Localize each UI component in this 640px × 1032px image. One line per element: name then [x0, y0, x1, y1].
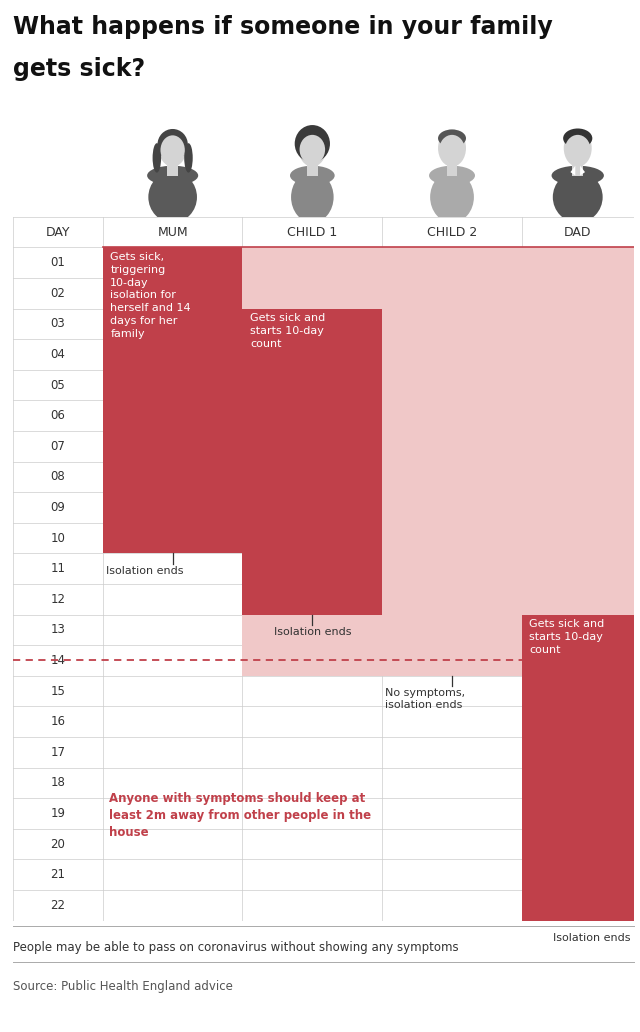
Bar — [307, 162, 318, 175]
Text: 06: 06 — [51, 409, 65, 422]
Bar — [447, 162, 458, 175]
Text: Gets sick and
starts 10-day
count: Gets sick and starts 10-day count — [529, 619, 605, 654]
Bar — [167, 162, 178, 175]
Text: 22: 22 — [51, 899, 65, 911]
Text: 10: 10 — [51, 531, 65, 545]
Ellipse shape — [563, 128, 593, 148]
Bar — [522, 248, 634, 676]
Ellipse shape — [553, 171, 603, 223]
Text: Gets sick,
triggering
10-day
isolation for
herself and 14
days for her
family: Gets sick, triggering 10-day isolation f… — [110, 252, 191, 338]
Text: Source: Public Health England advice: Source: Public Health England advice — [13, 980, 233, 994]
Text: 07: 07 — [51, 440, 65, 453]
Text: DAY: DAY — [45, 226, 70, 238]
Text: 05: 05 — [51, 379, 65, 391]
Text: 04: 04 — [51, 348, 65, 361]
Ellipse shape — [184, 143, 193, 172]
Text: B: B — [535, 995, 546, 1009]
Text: 12: 12 — [51, 592, 65, 606]
Text: 13: 13 — [51, 623, 65, 637]
Ellipse shape — [439, 135, 465, 164]
Text: 19: 19 — [51, 807, 65, 820]
Bar — [243, 309, 382, 614]
Text: Isolation ends: Isolation ends — [273, 626, 351, 637]
Bar — [522, 614, 634, 921]
Ellipse shape — [147, 166, 198, 186]
Ellipse shape — [152, 143, 161, 172]
Ellipse shape — [291, 171, 333, 223]
Text: MUM: MUM — [157, 226, 188, 238]
Ellipse shape — [564, 129, 592, 167]
Text: No symptoms,
isolation ends: No symptoms, isolation ends — [385, 688, 465, 710]
Bar — [243, 248, 382, 676]
Text: 11: 11 — [51, 562, 65, 575]
Text: Isolation ends: Isolation ends — [553, 933, 630, 943]
Text: Gets sick and
starts 10-day
count: Gets sick and starts 10-day count — [250, 313, 325, 349]
Text: 20: 20 — [51, 838, 65, 850]
Bar — [382, 248, 522, 676]
Ellipse shape — [430, 171, 474, 223]
Text: Anyone with symptoms should keep at
least 2m away from other people in the
house: Anyone with symptoms should keep at leas… — [109, 792, 371, 839]
Polygon shape — [570, 166, 575, 175]
Text: 21: 21 — [51, 868, 65, 881]
Ellipse shape — [298, 129, 326, 167]
Text: What happens if someone in your family: What happens if someone in your family — [13, 15, 552, 39]
Text: CHILD 1: CHILD 1 — [287, 226, 337, 238]
Ellipse shape — [161, 135, 185, 165]
Bar — [103, 248, 243, 553]
Ellipse shape — [438, 129, 466, 148]
Text: People may be able to pass on coronavirus without showing any symptoms: People may be able to pass on coronaviru… — [13, 941, 458, 955]
Ellipse shape — [300, 135, 325, 164]
Ellipse shape — [552, 166, 604, 186]
Text: CHILD 2: CHILD 2 — [427, 226, 477, 238]
Text: 09: 09 — [51, 501, 65, 514]
Text: gets sick?: gets sick? — [13, 57, 145, 80]
Text: C: C — [599, 995, 609, 1009]
Text: B: B — [567, 995, 578, 1009]
Bar — [572, 162, 583, 175]
Text: 03: 03 — [51, 317, 65, 330]
Ellipse shape — [157, 129, 188, 160]
Ellipse shape — [429, 166, 475, 186]
Ellipse shape — [565, 135, 591, 164]
Text: 15: 15 — [51, 684, 65, 698]
Text: DAD: DAD — [564, 226, 591, 238]
Text: 02: 02 — [51, 287, 65, 299]
Text: 01: 01 — [51, 256, 65, 269]
Ellipse shape — [148, 171, 197, 223]
Ellipse shape — [294, 125, 330, 162]
Text: 17: 17 — [51, 746, 65, 759]
Text: 14: 14 — [51, 654, 65, 667]
Text: Isolation ends: Isolation ends — [106, 566, 184, 576]
Ellipse shape — [290, 166, 335, 186]
Text: 18: 18 — [51, 776, 65, 789]
Text: 08: 08 — [51, 471, 65, 483]
Polygon shape — [580, 166, 585, 175]
Text: 16: 16 — [51, 715, 65, 729]
Ellipse shape — [438, 129, 466, 167]
Ellipse shape — [159, 129, 187, 167]
